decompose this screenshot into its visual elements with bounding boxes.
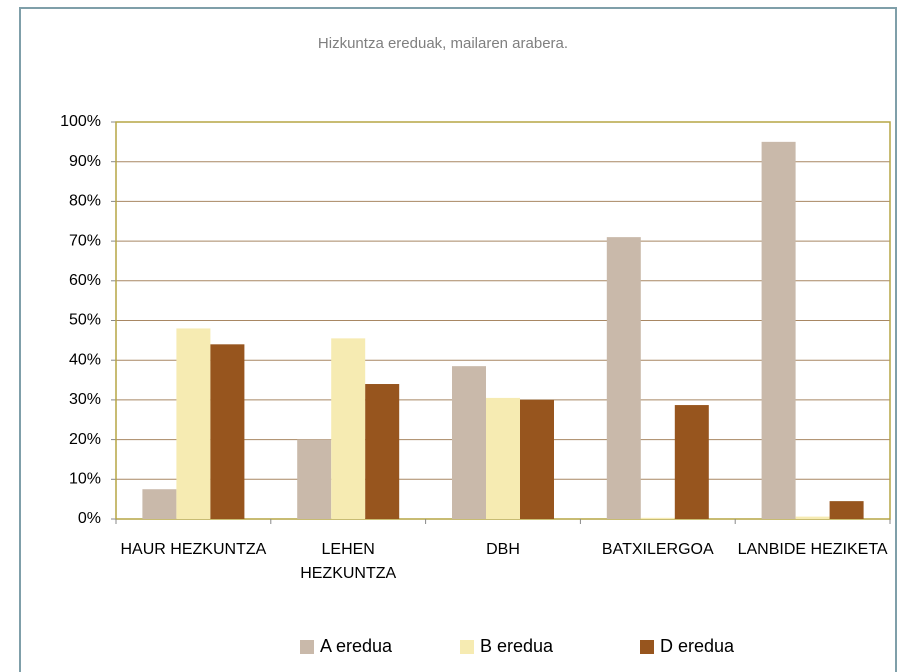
- bar: [640, 517, 675, 519]
- x-tick-label: DBH: [486, 541, 520, 558]
- y-tick-label: 0%: [78, 510, 101, 527]
- bar: [761, 141, 796, 519]
- y-tick-label: 100%: [60, 113, 101, 130]
- y-tick-label: 70%: [69, 232, 101, 249]
- legend-swatch: [460, 640, 474, 654]
- legend-swatch: [640, 640, 654, 654]
- bar: [795, 516, 830, 519]
- legend-swatch: [300, 640, 314, 654]
- bar: [829, 501, 864, 519]
- bar: [674, 405, 709, 519]
- y-tick-label: 50%: [69, 312, 101, 329]
- frame: [19, 7, 897, 672]
- x-tick-label: LANBIDE HEZIKETA: [737, 541, 888, 558]
- x-tick-label: LEHEN HEZKUNTZA: [300, 541, 397, 582]
- y-tick-label: 90%: [69, 153, 101, 170]
- bar: [452, 366, 486, 519]
- y-tick-label: 40%: [69, 351, 101, 368]
- y-tick-label: 80%: [69, 193, 101, 210]
- bar: [331, 338, 366, 519]
- x-tick-label: BATXILERGOA: [601, 541, 714, 558]
- bar: [486, 397, 520, 519]
- y-tick-label: 30%: [69, 391, 101, 408]
- y-tick-label: 20%: [69, 431, 101, 448]
- y-tick-label: 60%: [69, 272, 101, 289]
- bar: [520, 399, 554, 519]
- bar: [365, 384, 400, 519]
- y-tick-label: 10%: [69, 471, 101, 488]
- bar: [210, 344, 245, 519]
- bar: [606, 237, 641, 519]
- legend-label: B eredua: [480, 636, 554, 656]
- bar: [176, 328, 211, 519]
- bar: [297, 439, 332, 519]
- bar: [142, 489, 177, 519]
- x-tick-label: HAUR HEZKUNTZA: [120, 541, 267, 558]
- legend-label: A eredua: [320, 636, 393, 656]
- chart-title: Hizkuntza ereduak, mailaren arabera.: [318, 35, 568, 52]
- legend-label: D eredua: [660, 636, 735, 656]
